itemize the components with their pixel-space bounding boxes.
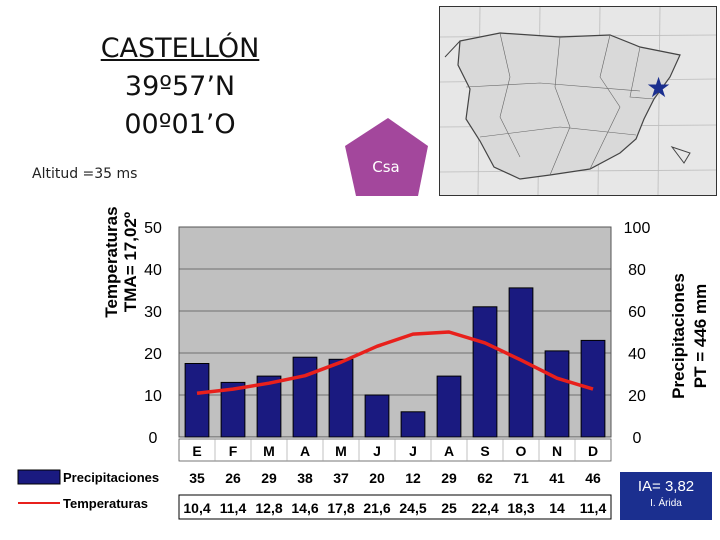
right-axis-title-line2: PT = 446 mm — [691, 284, 710, 388]
temp-value: 18,3 — [507, 500, 534, 516]
precip-bar — [220, 381, 246, 438]
precip-value: 37 — [333, 470, 349, 486]
precip-bar — [472, 306, 498, 438]
temp-value: 22,4 — [471, 500, 498, 516]
precip-value: 29 — [441, 470, 457, 486]
temp-value: 21,6 — [363, 500, 390, 516]
precip-legend-label: Precipitaciones — [63, 470, 159, 485]
precip-value: 38 — [297, 470, 313, 486]
right-tick-label: 20 — [628, 388, 646, 405]
month-label: A — [300, 443, 310, 459]
temp-value: 17,8 — [327, 500, 354, 516]
left-tick-label: 30 — [144, 304, 162, 321]
precip-value: 46 — [585, 470, 601, 486]
aridity-index-value: IA= 3,82 — [637, 478, 695, 495]
right-tick-label: 40 — [628, 346, 646, 363]
precip-value: 12 — [405, 470, 421, 486]
month-label: M — [335, 443, 347, 459]
month-label: S — [480, 443, 489, 459]
plot-area — [178, 226, 612, 438]
right-axis-title-line1: Precipitaciones — [669, 273, 688, 399]
month-label: A — [444, 443, 454, 459]
month-label: F — [229, 443, 238, 459]
precip-value: 26 — [225, 470, 241, 486]
precip-bar — [508, 287, 534, 438]
station-latitude: 39º57’N — [124, 71, 236, 102]
precip-value: 29 — [261, 470, 277, 486]
map-image: ★ — [439, 6, 717, 196]
precip-value: 62 — [477, 470, 493, 486]
precip-value: 41 — [549, 470, 565, 486]
precip-value: 71 — [513, 470, 529, 486]
temp-row-box — [178, 494, 612, 520]
precip-bar — [400, 411, 426, 438]
precip-bar — [364, 394, 390, 438]
right-tick-label: 60 — [628, 304, 646, 321]
precip-bar — [544, 350, 570, 438]
right-tick-label: 0 — [633, 430, 642, 447]
temp-value: 25 — [441, 500, 457, 516]
left-tick-label: 40 — [144, 262, 162, 279]
right-tick-label: 100 — [624, 220, 651, 237]
location-star-icon: ★ — [646, 71, 671, 104]
station-title: CASTELLÓN 39º57’N 00º01’O — [60, 30, 300, 144]
altitude-label: Altitud =35 ms — [32, 166, 138, 182]
temp-legend-label: Temperaturas — [63, 496, 148, 511]
month-label: N — [552, 443, 562, 459]
month-label: E — [192, 443, 201, 459]
precip-bar — [292, 356, 318, 438]
left-tick-label: 0 — [149, 430, 158, 447]
left-tick-label: 50 — [144, 220, 162, 237]
location-map: ★ — [439, 6, 717, 196]
temp-value: 14 — [549, 500, 565, 516]
temp-value: 11,4 — [580, 500, 607, 516]
temp-value: 11,4 — [220, 500, 247, 516]
temp-value: 10,4 — [183, 500, 210, 516]
precip-bar — [256, 375, 282, 438]
precip-value: 35 — [189, 470, 205, 486]
month-label: D — [588, 443, 598, 459]
aridity-classification: I. Árida — [650, 498, 682, 509]
left-tick-label: 10 — [144, 388, 162, 405]
temp-value: 24,5 — [399, 500, 426, 516]
precip-legend-key — [17, 469, 61, 485]
month-label: J — [373, 443, 381, 459]
temperature-line — [196, 330, 594, 396]
month-label: J — [409, 443, 417, 459]
precip-bar — [184, 363, 210, 438]
aridity-index-box: IA= 3,82 I. Árida — [620, 472, 712, 520]
station-name: CASTELLÓN — [100, 33, 260, 64]
left-tick-label: 20 — [144, 346, 162, 363]
station-longitude: 00º01’O — [124, 109, 236, 140]
temp-value: 14,6 — [291, 500, 318, 516]
month-label: M — [263, 443, 275, 459]
precip-value: 20 — [369, 470, 385, 486]
temp-value: 12,8 — [255, 500, 282, 516]
month-label: O — [516, 443, 527, 459]
precip-bar — [436, 375, 462, 438]
precip-bar — [328, 358, 354, 438]
right-tick-label: 80 — [628, 262, 646, 279]
